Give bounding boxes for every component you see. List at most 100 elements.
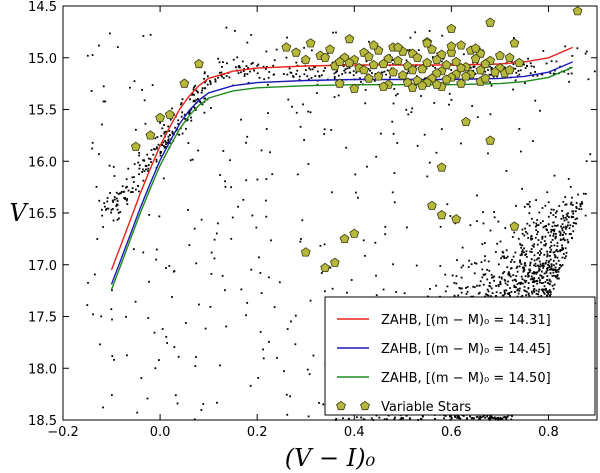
field-star-dot xyxy=(150,149,153,151)
field-star-dot xyxy=(265,65,268,68)
field-star-dot xyxy=(384,225,387,228)
field-star-dot xyxy=(472,285,475,288)
field-star-dot xyxy=(396,142,399,144)
field-star-dot xyxy=(203,77,205,80)
field-star-dot xyxy=(246,41,249,44)
field-star-dot xyxy=(534,71,537,73)
field-star-dot xyxy=(546,275,549,277)
field-star-dot xyxy=(495,291,498,294)
field-star-dot xyxy=(87,281,89,284)
field-star-dot xyxy=(578,208,581,210)
field-star-dot xyxy=(164,141,167,143)
field-star-dot xyxy=(490,66,493,69)
field-star-dot xyxy=(115,197,118,200)
field-star-dot xyxy=(541,73,544,76)
field-star-dot xyxy=(329,266,332,269)
field-star-dot xyxy=(543,285,546,288)
x-tick-label: 0.4 xyxy=(344,425,365,440)
field-star-dot xyxy=(109,32,111,35)
field-star-dot xyxy=(497,284,500,286)
field-star-dot xyxy=(181,132,184,135)
field-star-dot xyxy=(247,66,249,69)
field-star-dot xyxy=(235,66,237,69)
field-star-dot xyxy=(557,270,560,273)
legend-label: ZAHB, [(m − M)₀ = 14.45] xyxy=(381,342,551,357)
field-star-dot xyxy=(357,196,359,199)
field-star-dot xyxy=(176,402,179,405)
field-star-dot xyxy=(552,232,555,235)
field-star-dot xyxy=(554,256,556,259)
field-star-dot xyxy=(507,273,510,276)
field-star-dot xyxy=(528,212,531,215)
field-star-dot xyxy=(571,204,574,206)
field-star-dot xyxy=(521,228,524,231)
legend-label: Variable Stars xyxy=(381,400,471,415)
field-star-dot xyxy=(533,272,535,275)
field-star-dot xyxy=(193,100,196,103)
field-star-dot xyxy=(366,165,368,168)
field-star-dot xyxy=(245,141,247,144)
variable-star-marker xyxy=(412,52,423,62)
field-star-dot xyxy=(134,128,137,131)
field-star-dot xyxy=(267,112,269,114)
variable-star-marker xyxy=(441,74,452,84)
field-star-dot xyxy=(178,133,181,136)
field-star-dot xyxy=(566,215,569,217)
y-tick-label: 18.5 xyxy=(28,414,57,429)
field-star-dot xyxy=(564,232,567,235)
field-star-dot xyxy=(359,77,361,80)
field-star-dot xyxy=(544,244,547,247)
field-star-dot xyxy=(250,62,253,65)
field-star-dot xyxy=(352,70,355,73)
field-star-dot xyxy=(166,142,169,144)
field-star-dot xyxy=(491,276,493,279)
field-star-dot xyxy=(548,289,551,292)
field-star-dot xyxy=(562,237,565,240)
variable-star-marker xyxy=(461,116,471,126)
field-star-dot xyxy=(510,61,513,64)
field-star-dot xyxy=(544,235,547,238)
field-star-dot xyxy=(219,364,221,367)
field-star-dot xyxy=(529,250,532,253)
field-star-dot xyxy=(568,80,570,83)
field-star-dot xyxy=(405,414,408,417)
field-star-dot xyxy=(242,198,245,201)
field-star-dot xyxy=(561,256,564,259)
field-star-dot xyxy=(396,93,399,95)
field-star-dot xyxy=(559,249,562,251)
field-star-dot xyxy=(322,69,325,72)
field-star-dot xyxy=(531,281,534,283)
field-star-dot xyxy=(539,263,542,266)
field-star-dot xyxy=(507,414,510,417)
field-star-dot xyxy=(257,376,260,379)
field-star-dot xyxy=(489,65,492,68)
field-star-dot xyxy=(375,294,378,297)
field-star-dot xyxy=(152,153,155,156)
field-star-dot xyxy=(533,243,536,246)
field-star-dot xyxy=(537,290,540,293)
field-star-dot xyxy=(116,204,119,206)
variable-star-marker xyxy=(378,58,389,69)
variable-star-marker xyxy=(412,75,423,85)
field-star-dot xyxy=(124,197,127,199)
field-star-dot xyxy=(113,198,116,201)
variable-star-marker xyxy=(281,42,292,52)
field-star-dot xyxy=(165,130,167,133)
field-star-dot xyxy=(198,100,201,103)
field-star-dot xyxy=(540,252,542,254)
field-star-dot xyxy=(247,81,250,84)
field-star-dot xyxy=(127,189,130,192)
field-star-dot xyxy=(299,125,302,128)
field-star-dot xyxy=(91,141,94,144)
field-star-dot xyxy=(549,254,551,257)
field-star-dot xyxy=(512,63,515,66)
field-star-dot xyxy=(508,271,510,274)
field-star-dot xyxy=(520,275,523,278)
field-star-dot xyxy=(515,204,517,207)
field-star-dot xyxy=(379,132,382,135)
field-star-dot xyxy=(561,264,564,266)
variable-star-marker xyxy=(436,49,447,59)
field-star-dot xyxy=(163,145,165,148)
field-star-dot xyxy=(529,269,532,272)
field-star-dot xyxy=(169,134,171,136)
